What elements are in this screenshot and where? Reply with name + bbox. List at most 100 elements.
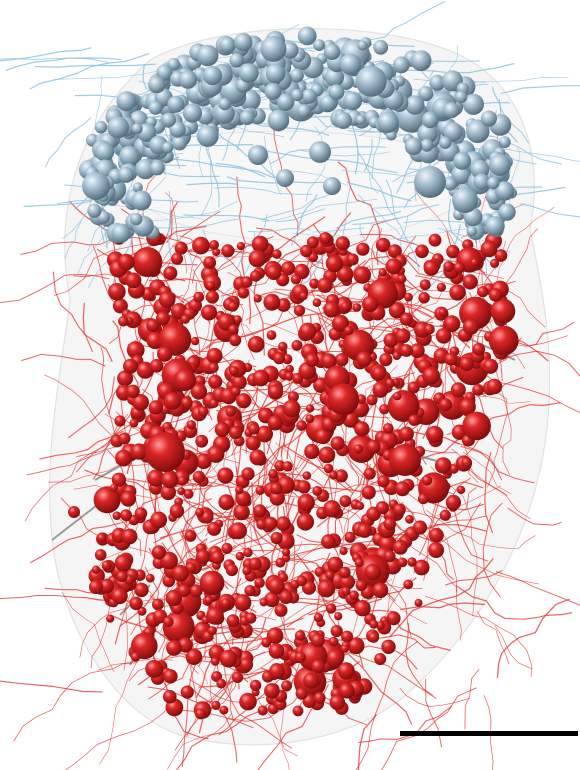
- red-neurite: [182, 211, 221, 237]
- blue-cell: [420, 138, 434, 152]
- red-cell: [306, 236, 319, 249]
- red-cell: [163, 689, 177, 704]
- red-cell: [330, 436, 345, 451]
- red-cell: [299, 291, 308, 301]
- red-neurite: [167, 709, 254, 729]
- red-cell: [274, 603, 288, 617]
- red-cell: [201, 304, 217, 321]
- red-cell: [247, 336, 265, 353]
- red-neurite: [399, 687, 471, 707]
- blue-cell: [323, 177, 341, 195]
- red-cell: [338, 682, 355, 699]
- red-neurite: [282, 444, 354, 494]
- scale-bar: [400, 731, 578, 736]
- red-cell: [145, 659, 164, 678]
- red-neurite: [79, 607, 128, 658]
- red-cell: [263, 293, 281, 311]
- red-neurite: [425, 678, 443, 748]
- red-cell: [232, 374, 247, 390]
- blue-cell: [148, 76, 166, 94]
- red-neurite: [463, 321, 568, 347]
- blue-cell: [119, 145, 140, 167]
- red-cell: [145, 432, 185, 472]
- red-cell: [488, 325, 519, 356]
- red-neurite: [358, 705, 453, 743]
- red-cell: [241, 467, 255, 481]
- red-cell: [428, 542, 445, 558]
- red-cell: [407, 557, 417, 567]
- blue-neurite: [275, 208, 326, 223]
- red-cell: [268, 469, 278, 479]
- red-cell: [233, 503, 250, 521]
- red-cell: [472, 342, 486, 356]
- red-cell: [249, 449, 266, 466]
- red-cell: [349, 590, 359, 601]
- red-cell: [254, 577, 265, 588]
- red-neurite: [482, 502, 503, 598]
- red-cell: [97, 533, 107, 543]
- red-cell: [372, 381, 389, 398]
- red-cell: [206, 281, 216, 290]
- blue-cell: [417, 123, 438, 144]
- red-cell: [490, 298, 516, 324]
- red-cell: [272, 249, 282, 259]
- blue-cell: [196, 44, 219, 67]
- red-neurite: [52, 271, 94, 353]
- red-cell: [412, 520, 428, 535]
- red-cell: [177, 487, 186, 496]
- red-cell: [245, 435, 261, 451]
- red-cell: [132, 247, 163, 277]
- red-cell: [273, 352, 286, 365]
- red-neurite: [414, 187, 464, 273]
- red-cell: [242, 566, 252, 576]
- red-neurite: [53, 236, 169, 296]
- red-neurite: [317, 313, 330, 363]
- red-cell-bodies: [68, 230, 519, 720]
- red-cell: [436, 282, 446, 292]
- red-cell: [303, 672, 320, 689]
- red-cell: [207, 521, 222, 536]
- red-cell: [353, 266, 372, 284]
- red-cell: [383, 333, 399, 348]
- red-cell: [114, 554, 132, 572]
- red-cell: [267, 415, 283, 431]
- red-cell: [270, 531, 283, 545]
- red-cell: [281, 261, 296, 276]
- red-cell: [212, 248, 221, 257]
- red-neurite: [464, 668, 480, 730]
- red-cell: [336, 265, 354, 283]
- red-cell: [125, 272, 142, 289]
- red-cell: [266, 264, 282, 280]
- red-cell: [221, 244, 235, 258]
- red-cell: [150, 511, 168, 529]
- red-cell: [311, 659, 325, 674]
- red-cell: [166, 640, 182, 656]
- blue-cell: [156, 64, 173, 81]
- red-cell: [237, 287, 249, 299]
- red-cell: [309, 278, 320, 289]
- red-cell: [220, 598, 232, 609]
- red-cell: [305, 353, 319, 367]
- blue-cell: [182, 103, 202, 123]
- red-neurite: [402, 487, 477, 520]
- red-neurite: [371, 228, 383, 273]
- blue-cell: [309, 141, 331, 163]
- red-neurite: [128, 637, 215, 682]
- red-neurite: [113, 477, 246, 521]
- blue-cell-bodies: [78, 26, 517, 244]
- red-cell: [323, 500, 341, 518]
- blue-neurite: [357, 193, 420, 247]
- blue-cell: [94, 120, 108, 134]
- blue-neurite: [64, 220, 82, 260]
- red-cell: [157, 346, 173, 362]
- red-cell: [214, 422, 230, 437]
- red-cell: [321, 534, 336, 549]
- blue-cell: [414, 166, 446, 198]
- red-cell: [317, 277, 333, 293]
- red-neurite: [484, 452, 494, 534]
- red-neurite: [92, 369, 145, 480]
- red-neurite: [455, 585, 573, 620]
- red-cell: [400, 312, 413, 326]
- blue-cell: [377, 111, 399, 133]
- red-cell: [449, 284, 466, 301]
